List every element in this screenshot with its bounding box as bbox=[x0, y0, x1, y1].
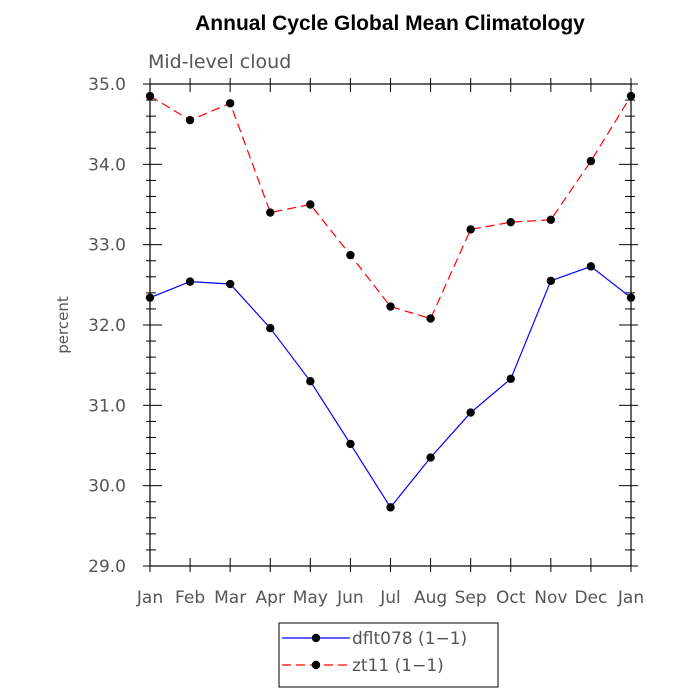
legend-label: zt11 (1−1) bbox=[352, 656, 444, 676]
data-point bbox=[145, 293, 155, 302]
chart-subtitle: Mid-level cloud bbox=[148, 51, 291, 73]
data-point bbox=[225, 279, 235, 289]
y-tick-label: 29.0 bbox=[88, 557, 126, 577]
minor-ticks bbox=[146, 99, 635, 551]
data-point bbox=[185, 277, 195, 286]
data-point bbox=[546, 215, 556, 224]
data-point bbox=[506, 217, 515, 227]
legend: dflt078 (1−1) zt11 (1−1) bbox=[278, 622, 499, 688]
x-tick-label: Jun bbox=[336, 588, 364, 608]
data-point bbox=[145, 91, 155, 101]
data-point bbox=[546, 276, 556, 286]
y-tick-label: 30.0 bbox=[88, 477, 126, 497]
data-point bbox=[346, 250, 355, 260]
y-tick-label: 33.0 bbox=[88, 236, 126, 256]
data-point bbox=[386, 503, 395, 512]
y-tick-label: 34.0 bbox=[88, 155, 126, 175]
legend-box bbox=[278, 622, 499, 688]
data-point bbox=[306, 377, 315, 386]
data-point bbox=[626, 293, 636, 302]
y-tick-label: 35.0 bbox=[88, 75, 126, 95]
y-tick-label: 31.0 bbox=[88, 396, 126, 416]
x-tick-label: Dec bbox=[574, 588, 607, 608]
x-tick-label: Feb bbox=[175, 588, 205, 608]
data-point bbox=[185, 115, 195, 125]
data-point bbox=[306, 200, 315, 209]
data-point bbox=[346, 439, 355, 449]
y-axis-label: percent bbox=[54, 296, 72, 354]
data-point bbox=[426, 453, 435, 462]
x-tick-label: Aug bbox=[414, 588, 447, 608]
series-layer bbox=[145, 91, 636, 512]
x-tick-label: Mar bbox=[214, 588, 246, 608]
y-tick-label: 32.0 bbox=[88, 316, 126, 336]
plot-frame bbox=[149, 83, 632, 567]
x-tick-label: Jan bbox=[136, 588, 163, 608]
x-tick-label: Oct bbox=[496, 588, 526, 608]
y-axis-ticks: 29.0 30.0 31.0 32.0 33.0 34.0 35.0 bbox=[88, 75, 638, 577]
data-point bbox=[626, 91, 636, 101]
legend-marker bbox=[311, 633, 321, 643]
x-tick-label: Nov bbox=[534, 588, 567, 608]
data-point bbox=[266, 208, 275, 217]
chart-title: Annual Cycle Global Mean Climatology bbox=[195, 12, 585, 35]
data-point bbox=[586, 156, 596, 166]
data-point bbox=[266, 324, 275, 333]
data-point bbox=[386, 302, 395, 311]
legend-items: dflt078 (1−1) zt11 (1−1) bbox=[282, 629, 467, 676]
legend-label: dflt078 (1−1) bbox=[352, 629, 467, 649]
data-point bbox=[466, 408, 475, 417]
data-point bbox=[466, 225, 475, 234]
data-point bbox=[426, 314, 435, 323]
x-tick-label: Sep bbox=[455, 588, 487, 608]
series-line bbox=[149, 95, 632, 320]
x-tick-label: May bbox=[293, 588, 328, 608]
x-tick-label: Jul bbox=[379, 588, 401, 608]
x-axis-ticks: Jan Feb Mar Apr May Jun Jul Aug Sep Oct Nov Dec Jan bbox=[136, 78, 644, 608]
x-tick-label: Jan bbox=[617, 588, 644, 608]
data-point bbox=[225, 99, 235, 108]
legend-marker bbox=[311, 660, 321, 670]
data-point bbox=[506, 374, 515, 384]
data-point bbox=[586, 262, 596, 271]
x-tick-label: Apr bbox=[256, 588, 285, 608]
